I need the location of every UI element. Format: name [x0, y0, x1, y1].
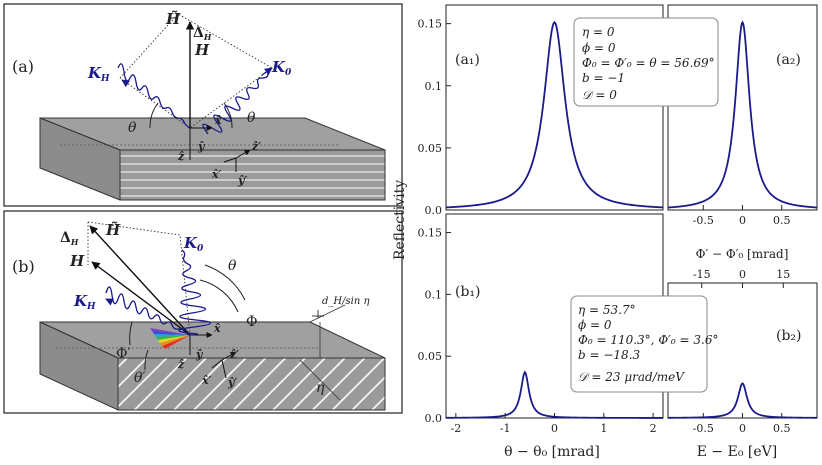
- Phi-prime-b: Φ′: [116, 346, 131, 362]
- H-tilde-label-b: H̃: [105, 221, 121, 239]
- theta-right-a: θ: [247, 110, 256, 126]
- annotation-a-line5: 𝒟 = 0: [582, 88, 617, 102]
- H-tilde-label-a: H̃: [165, 10, 181, 28]
- ytick-label-b1: 0.0: [425, 412, 443, 425]
- KH-label-a: KH: [87, 64, 110, 84]
- H-tilde-vector-b: [89, 225, 191, 336]
- panel-label-a: (a): [12, 57, 34, 76]
- ylabel-reflectivity: Reflectivity: [392, 180, 408, 260]
- y-hat-b: ŷ: [195, 348, 204, 361]
- diagram-a: (a) H̃ ΔH H KH K0 θ θ x̂ ŷ ẑ ẑ′ x̂′ ŷ′: [3, 3, 403, 207]
- annotation-a-line3: Φ₀ = Φ′₀ = θ = 56.69°: [582, 56, 715, 70]
- ytick-label-a1: 0.05: [418, 142, 443, 155]
- xtick-label-b2: 0.5: [773, 422, 791, 435]
- x-prime-b: x̂′: [201, 374, 212, 387]
- KH-wave-b: [105, 286, 191, 336]
- ytick-label-b1: 0.1: [425, 288, 443, 301]
- annotation-b-line4: b = −18.3: [578, 348, 641, 362]
- spectral-fan: [150, 328, 190, 349]
- top-xtick-label-b2: 15: [776, 268, 790, 281]
- ytick-label-b1: 0.15: [418, 227, 443, 240]
- x-hat-b: x̂: [213, 322, 221, 335]
- xlabel-b2: E − E₀ [eV]: [697, 444, 777, 460]
- eta-b: η: [316, 380, 325, 396]
- panel-label-b1: (b₁): [455, 284, 481, 300]
- K0-label-a: K0: [271, 58, 292, 78]
- top-xtick-label-b2: -15: [693, 268, 711, 281]
- panel-label-b2: (b₂): [776, 328, 802, 344]
- H-label-a: H: [194, 41, 210, 59]
- annotation-b-line5: 𝒟 = 23 μrad/meV: [578, 370, 685, 384]
- xtick-label-b1: -2: [451, 422, 462, 435]
- delta-label-a: ΔH: [193, 25, 212, 42]
- top-xlabel-b2: Φ′ − Φ′₀ [mrad]: [696, 247, 789, 261]
- xlabel-b1: θ − θ₀ [mrad]: [504, 444, 600, 460]
- K0-wave-a: [202, 67, 273, 135]
- ytick-label-a1: 0.1: [425, 80, 443, 93]
- panel-label-a1: (a₁): [455, 52, 480, 68]
- theta-prime-b: θ′: [134, 370, 146, 386]
- top-xtick-label-b2: 0: [739, 268, 746, 281]
- xtick-label-b1: 1: [600, 422, 607, 435]
- x-prime-a: x̂′: [211, 168, 222, 181]
- xtick-label-a2: -0.5: [693, 214, 714, 227]
- z-prime-b: ẑ′: [229, 348, 239, 361]
- reflectivity-curve-b2: [668, 382, 817, 419]
- xtick-label-b2: 0: [739, 422, 746, 435]
- z-prime-a: ẑ′: [251, 140, 261, 153]
- crystal-side-b: [39, 321, 119, 411]
- H-label-b: H: [69, 252, 85, 270]
- annotation-a-line2: ϕ = 0: [582, 41, 616, 55]
- annotation-b-line1: η = 53.7°: [578, 303, 636, 317]
- diagram-b: (b) ΔH H̃ H KH K0 θ Φ Φ′ θ′ η d_H/sin η …: [3, 210, 403, 414]
- y-prime-a: ŷ′: [237, 174, 247, 187]
- crystal-front-b: [117, 357, 386, 411]
- crystal-side-a: [39, 117, 121, 201]
- x-hat-a: x̂: [214, 114, 222, 127]
- y-hat-a: ŷ: [197, 140, 206, 153]
- ytick-label-a1: 0.0: [425, 204, 443, 217]
- Phi-b: Φ: [246, 314, 257, 330]
- z-hat-a: ẑ: [177, 150, 185, 163]
- reflectivity-curve-a1: [445, 21, 664, 209]
- xtick-label-b2: -0.5: [693, 422, 714, 435]
- annotation-box-a: [573, 17, 719, 107]
- annotation-box-b: [570, 295, 708, 393]
- crystal-front-a: [119, 149, 386, 201]
- reflectivity-curve-a2: [667, 20, 818, 209]
- annotation-b-line2: ϕ = 0: [578, 318, 612, 332]
- panel-label-b: (b): [12, 257, 35, 276]
- xtick-label-b1: 2: [650, 422, 657, 435]
- KH-wave-a: [117, 63, 191, 129]
- xtick-label-a2: 0: [739, 214, 746, 227]
- theta-b: θ: [228, 258, 237, 274]
- K0-wave-b: [178, 249, 212, 335]
- xtick-label-a2: 0.5: [773, 214, 791, 227]
- reflectivity-curve-b1: [446, 370, 663, 419]
- dH-label-b: d_H/sin η: [322, 296, 369, 307]
- reflectivity-plots: 0.15 0.1 0.05 0.0 -0.5 0 0.5 0.15 0.1 0.05 0.0 -2 -1…: [418, 4, 818, 435]
- panel-label-a2: (a₂): [776, 52, 801, 68]
- delta-label-b: ΔH: [60, 230, 79, 247]
- plot-frame-a1: [445, 4, 664, 211]
- ytick-label-a1: 0.15: [418, 18, 443, 31]
- H-vector-b: [91, 261, 191, 336]
- annotation-a-line4: b = −1: [582, 71, 625, 85]
- theta-left-a: θ: [128, 120, 137, 136]
- y-prime-b: ŷ′: [227, 376, 237, 389]
- xtick-label-b1: 0: [551, 422, 558, 435]
- K0-label-b: K0: [183, 234, 204, 254]
- annotation-a-line1: η = 0: [582, 25, 615, 39]
- annotation-b-line3: Φ₀ = 110.3°, Φ′₀ = 3.6°: [578, 333, 718, 347]
- xtick-label-b1: -1: [500, 422, 511, 435]
- ytick-label-b1: 0.05: [418, 350, 443, 363]
- KH-label-b: KH: [73, 292, 96, 312]
- z-hat-b: ẑ: [177, 358, 185, 371]
